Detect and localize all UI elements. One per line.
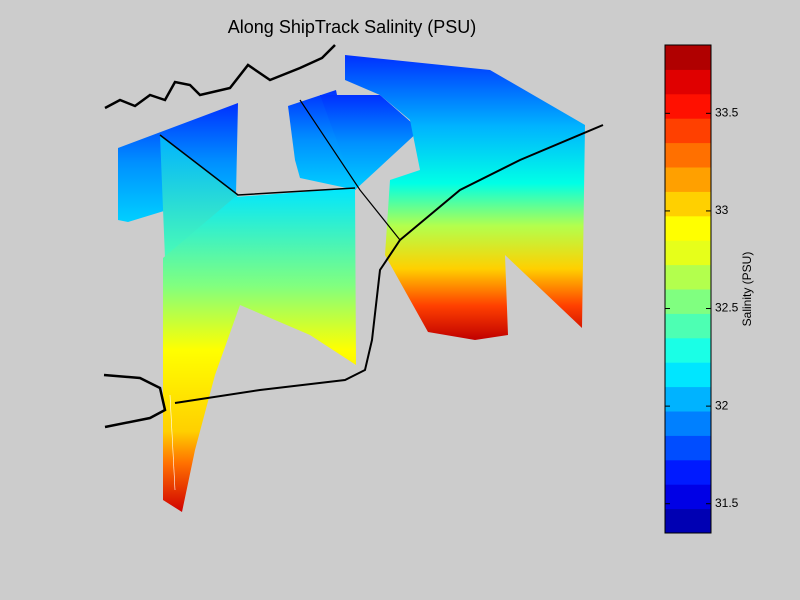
colorbar-band bbox=[665, 69, 711, 95]
colorbar-band bbox=[665, 386, 711, 412]
colorbar-band bbox=[665, 411, 711, 436]
colorbar-tick-label: 31.5 bbox=[715, 496, 739, 510]
mesh-line bbox=[169, 394, 176, 491]
chart-title: Along ShipTrack Salinity (PSU) bbox=[228, 17, 476, 37]
colorbar-frame bbox=[664, 44, 712, 534]
colorbar-band bbox=[665, 118, 711, 144]
colorbar-band bbox=[665, 313, 711, 339]
colorbar-band bbox=[665, 93, 711, 119]
colorbar-band bbox=[665, 167, 711, 192]
colorbar-band bbox=[665, 264, 711, 290]
curtains bbox=[118, 55, 585, 512]
curtain bbox=[160, 135, 238, 262]
colorbar-label: Salinity (PSU) bbox=[740, 252, 754, 327]
colorbar-band bbox=[665, 240, 711, 266]
curtain bbox=[345, 55, 585, 340]
curtain bbox=[320, 95, 420, 190]
colorbar-band bbox=[665, 508, 711, 534]
colorbar-band bbox=[665, 142, 711, 168]
colorbar-tick-label: 32 bbox=[715, 398, 729, 412]
colorbar-band bbox=[665, 435, 711, 461]
coastline bbox=[103, 44, 604, 429]
colorbar-band bbox=[665, 337, 711, 363]
colorbar-band bbox=[665, 484, 711, 510]
colorbar-band bbox=[665, 191, 711, 217]
colorbar-band bbox=[665, 289, 711, 314]
curtain bbox=[163, 188, 356, 512]
colorbar-band bbox=[665, 215, 711, 241]
colorbar-band bbox=[665, 362, 711, 388]
colorbar-tick-label: 33.5 bbox=[715, 105, 739, 119]
colorbar-band bbox=[665, 459, 711, 485]
colorbar-tick-label: 33 bbox=[715, 203, 729, 217]
colorbar-tick-label: 32.5 bbox=[715, 301, 739, 315]
colorbar-band bbox=[665, 45, 711, 70]
